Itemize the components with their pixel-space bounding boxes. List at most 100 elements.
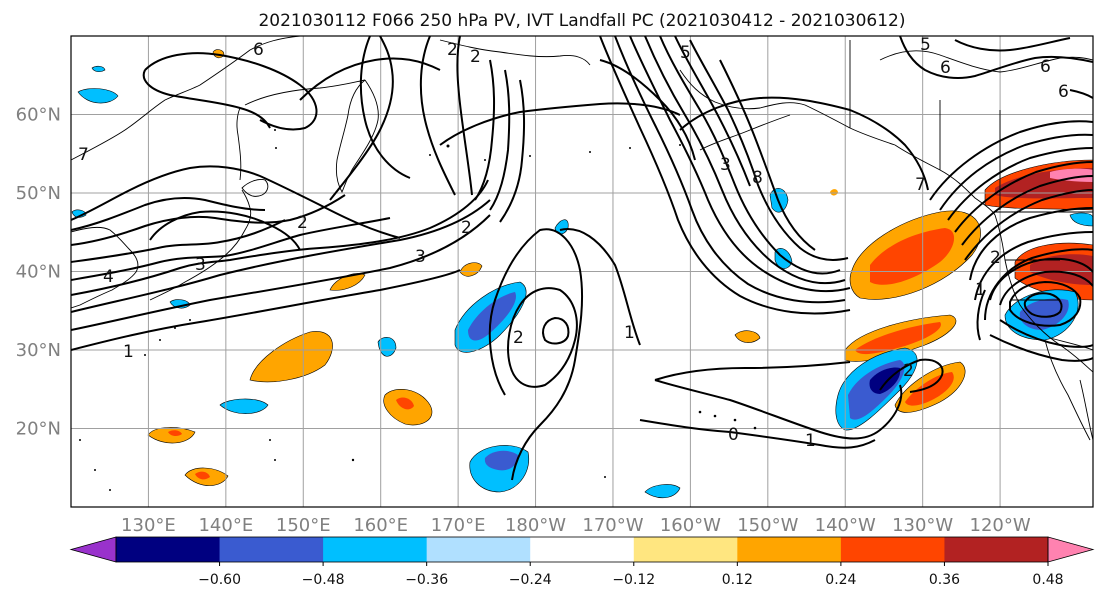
latitude-tick-label: 30°N <box>16 340 61 361</box>
contour-label: 1 <box>123 342 134 362</box>
island-dot <box>429 154 431 156</box>
pv-contour <box>419 36 456 196</box>
coastline-alaska-west <box>679 69 896 146</box>
contour-label: 1 <box>624 323 635 343</box>
coastline-okhotsk <box>244 79 366 106</box>
colorbar-band <box>944 537 1049 562</box>
contour-label: 6 <box>940 58 951 78</box>
ivt-anomaly-patch <box>168 430 182 437</box>
pv-contour <box>899 36 1093 79</box>
ivt-shading <box>71 49 1093 499</box>
island-dot <box>351 458 355 462</box>
longitude-tick-label: 160°W <box>660 515 721 536</box>
island-dot <box>274 459 276 461</box>
pv-contour <box>689 39 849 261</box>
ivt-anomaly-patch <box>77 88 119 104</box>
coastline-chukotka <box>439 39 591 66</box>
coastline-alaska-south <box>699 114 791 151</box>
contour-label: 2 <box>461 218 472 238</box>
coastline-korea-china <box>71 226 139 309</box>
latitude-tick-label: 20°N <box>16 419 61 440</box>
coastline-kamchatka <box>335 79 379 194</box>
ivt-anomaly-patch <box>1019 298 1069 330</box>
island-dot <box>274 129 276 131</box>
colorbar-band <box>633 537 738 562</box>
pv-contour <box>71 219 286 263</box>
pv-contour <box>999 270 1093 306</box>
island-dot <box>713 414 717 418</box>
longitude-tick-label: 180°W <box>505 515 566 536</box>
colorbar-band <box>426 537 531 562</box>
colorbar-tick-label: 0.48 <box>1032 572 1063 588</box>
pv-contour <box>954 37 1071 52</box>
ivt-anomaly-patch <box>91 65 106 73</box>
ivt-anomaly-patch <box>484 450 518 471</box>
pv-contour <box>629 36 851 293</box>
map-frame <box>70 35 1094 508</box>
pv-contour <box>969 207 1093 281</box>
latitude-labels: 60°N 50°N 40°N 30°N 20°N <box>16 105 61 440</box>
ivt-anomaly-patch <box>870 228 955 285</box>
pv-contour <box>1069 89 1093 99</box>
pv-contour <box>359 36 411 179</box>
contour-label: 6 <box>253 40 264 60</box>
pv-contour <box>542 316 570 345</box>
colorbar-band <box>219 537 324 562</box>
colorbar-band <box>116 537 221 562</box>
contour-label: 1 <box>975 280 986 300</box>
island-dot <box>484 159 486 161</box>
pv-contour <box>879 358 944 393</box>
ivt-anomaly-patch <box>147 427 196 444</box>
contour-label: 4 <box>103 267 114 287</box>
ivt-anomaly-patch <box>644 484 681 499</box>
pv-contour <box>599 59 696 161</box>
island-dot <box>529 155 531 157</box>
map-panel: 6 6 5 5 6 7 4 3 2 2 3 1 2 2 2 1 1 0 8 2 <box>70 35 1094 508</box>
ivt-anomaly-patch <box>459 262 483 277</box>
pv-contour <box>719 59 816 251</box>
colorbar-band <box>323 537 428 562</box>
colorbar-band <box>840 537 945 562</box>
island-dot <box>629 147 631 149</box>
island-dot <box>589 151 591 153</box>
pv-contour <box>947 147 1093 221</box>
pv-contour <box>644 36 846 285</box>
island-dot <box>275 147 277 149</box>
longitude-tick-label: 170°W <box>582 515 643 536</box>
colorbar-band <box>737 537 842 562</box>
pv-contour <box>976 289 986 341</box>
pv-contour <box>654 379 903 440</box>
contour-label: 2 <box>470 47 481 67</box>
longitude-tick-label: 150°W <box>737 515 798 536</box>
border-us-mexico <box>1049 337 1093 351</box>
ivt-anomaly-patch <box>195 471 210 480</box>
pv-contour <box>961 175 1093 246</box>
pv-contour <box>299 57 441 101</box>
pv-contour <box>71 217 391 281</box>
coastline-mexico <box>1079 379 1093 441</box>
pv-contour <box>71 269 461 351</box>
island-dot <box>753 426 757 430</box>
island-dot <box>94 469 96 471</box>
contour-label: 6 <box>1058 82 1069 102</box>
colorbar-tick-label: −0.48 <box>302 572 345 588</box>
figure-title: 2021030112 F066 250 hPa PV, IVT Landfall… <box>258 11 905 31</box>
ivt-anomaly-patch <box>329 273 366 291</box>
pv-contour <box>929 120 1093 201</box>
ivt-anomaly-patch <box>905 372 954 406</box>
coastline-us-west <box>994 214 1093 373</box>
island-dot <box>189 319 191 321</box>
contour-label: 5 <box>680 43 691 63</box>
island-dot <box>733 418 737 422</box>
colorbar-extend-max <box>1047 536 1095 563</box>
island-dot <box>159 339 161 341</box>
island-dot <box>679 144 681 146</box>
pv-contour <box>964 189 1093 261</box>
pv-contour <box>599 36 851 315</box>
ivt-anomaly-patch <box>396 397 414 410</box>
pv-contour <box>659 36 841 275</box>
pv-contour <box>329 36 394 201</box>
island-dot <box>174 327 176 329</box>
pv-contours <box>71 36 1093 481</box>
pv-contour <box>1023 292 1063 318</box>
